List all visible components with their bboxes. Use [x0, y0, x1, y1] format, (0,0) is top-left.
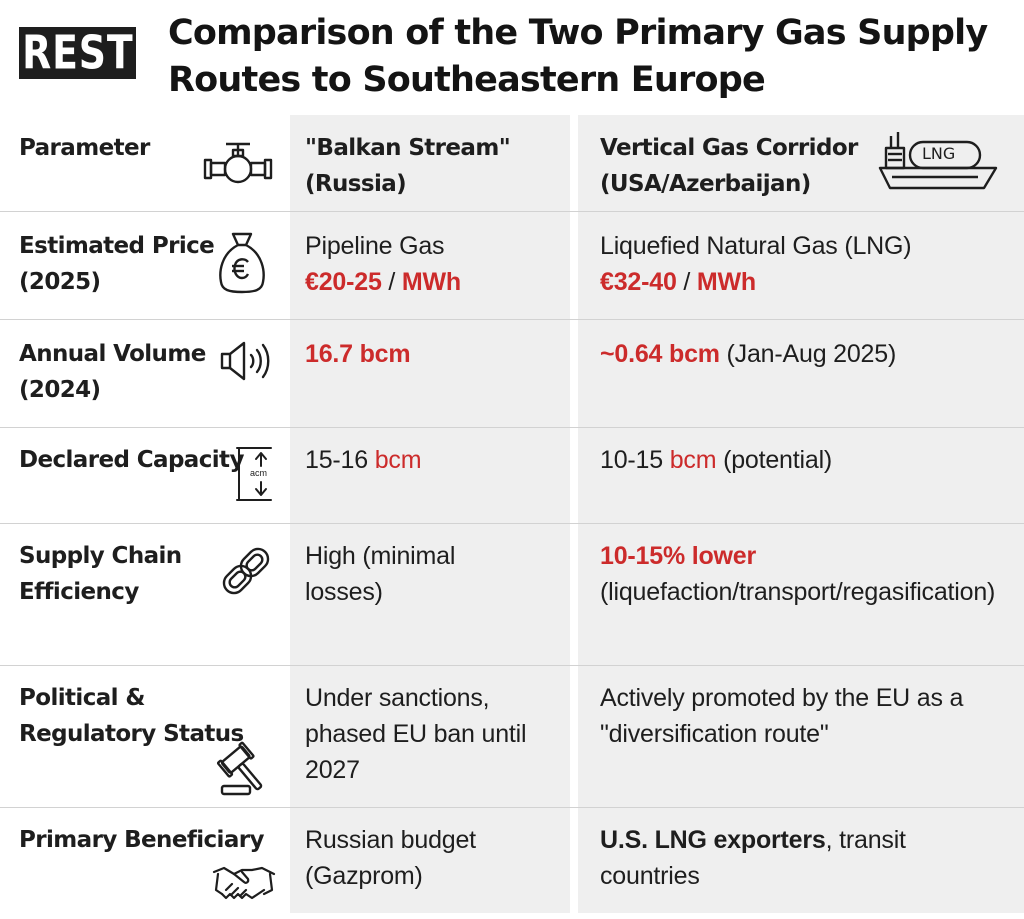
- param-declared-capacity: Declared Capacity: [19, 442, 244, 478]
- lng-tanker-label: LNG: [922, 144, 956, 163]
- vertical-corridor-political-cell: Actively promoted by the EU as a "divers…: [600, 680, 1018, 752]
- balkan-price-value: €20-25: [305, 268, 382, 296]
- corridor-political-line2: "diversification route": [600, 720, 829, 748]
- balkan-efficiency-line1: High (minimal: [305, 542, 456, 570]
- header: REST Comparison of the Two Primary Gas S…: [0, 0, 1024, 110]
- row-divider: [0, 211, 1024, 212]
- corridor-beneficiary-rest: , transit: [825, 826, 906, 854]
- param-label-line1: Estimated Price: [19, 233, 215, 259]
- lng-tanker-icon: LNG: [878, 130, 1000, 192]
- param-label-line1: Declared Capacity: [19, 447, 244, 473]
- capacity-gauge-icon: acm: [235, 446, 275, 502]
- param-label-line2: (2025): [19, 269, 101, 295]
- corridor-capacity-note: (potential): [716, 446, 833, 474]
- capacity-unit: bcm: [374, 446, 422, 474]
- corridor-volume-note: (Jan-Aug 2025): [719, 340, 897, 368]
- param-label-line2: Regulatory Status: [19, 721, 244, 747]
- vertical-corridor-column-bg: [578, 115, 1024, 913]
- corridor-beneficiary-bold: U.S. LNG exporters: [600, 826, 826, 854]
- vertical-corridor-header: Vertical Gas Corridor (USA/Azerbaijan): [600, 130, 1018, 202]
- logo-text: REST: [21, 26, 134, 80]
- rest-logo: REST: [19, 26, 136, 80]
- corridor-capacity-value: 10-15: [600, 446, 670, 474]
- table-row-annual-volume: Annual Volume (2024) 16.7 bcm ~0.64 bcm …: [0, 320, 1024, 428]
- param-header: Parameter: [19, 135, 150, 161]
- param-label-line2: Efficiency: [19, 579, 139, 605]
- balkan-stream-header: "Balkan Stream" (Russia): [305, 130, 567, 202]
- valve-pipe-icon: [202, 138, 274, 186]
- param-primary-beneficiary: Primary Beneficiary: [19, 822, 264, 858]
- balkan-volume-value: 16.7 bcm: [305, 340, 411, 368]
- chain-link-icon: [217, 542, 275, 600]
- balkan-stream-capacity-cell: 15-16 bcm: [305, 442, 567, 478]
- balkan-stream-efficiency-cell: High (minimal losses): [305, 538, 567, 610]
- balkan-political-line2: phased EU ban until: [305, 720, 527, 748]
- table-row-supply-chain-efficiency: Supply Chain Efficiency High (minimal lo…: [0, 524, 1024, 666]
- param-estimated-price: Estimated Price (2025): [19, 228, 215, 300]
- capacity-icon-label: acm: [250, 468, 268, 478]
- price-unit: MWh: [696, 268, 756, 296]
- row-divider: [0, 427, 1024, 428]
- pipeline-gas-label: Pipeline Gas: [305, 232, 445, 260]
- page-title: Comparison of the Two Primary Gas Supply…: [168, 13, 988, 100]
- gavel-icon: [216, 740, 274, 798]
- corridor-efficiency-note: (liquefaction/transport/regasification): [600, 578, 996, 606]
- corridor-political-line1: Actively promoted by the EU as a: [600, 684, 964, 712]
- vertical-corridor-capacity-cell: 10-15 bcm (potential): [600, 442, 1018, 478]
- price-separator: /: [676, 268, 697, 296]
- corridor-efficiency-value: 10-15% lower: [600, 542, 757, 570]
- balkan-stream-origin: (Russia): [305, 171, 407, 197]
- balkan-capacity-value: 15-16: [305, 446, 375, 474]
- money-bag-euro-icon: [217, 230, 267, 296]
- balkan-political-line3: 2027: [305, 756, 360, 784]
- volume-speaker-icon: [220, 340, 272, 382]
- capacity-unit: bcm: [669, 446, 717, 474]
- param-supply-chain-efficiency: Supply Chain Efficiency: [19, 538, 182, 610]
- corridor-volume-value: ~0.64 bcm: [600, 340, 720, 368]
- vertical-corridor-title: Vertical Gas Corridor: [600, 135, 858, 161]
- param-label-line1: Supply Chain: [19, 543, 182, 569]
- balkan-beneficiary-line1: Russian budget: [305, 826, 476, 854]
- corridor-beneficiary-line2: countries: [600, 862, 700, 890]
- price-separator: /: [381, 268, 402, 296]
- lng-label: Liquefied Natural Gas (LNG): [600, 232, 912, 260]
- vertical-corridor-price-cell: Liquefied Natural Gas (LNG) €32-40 / MWh: [600, 228, 1018, 300]
- balkan-efficiency-line2: losses): [305, 578, 383, 606]
- table-header-row: Parameter "Balkan Stream" (Russia) Verti…: [0, 122, 1024, 212]
- balkan-stream-price-cell: Pipeline Gas €20-25 / MWh: [305, 228, 567, 300]
- balkan-stream-beneficiary-cell: Russian budget (Gazprom): [305, 822, 567, 894]
- lng-price-value: €32-40: [600, 268, 677, 296]
- balkan-stream-volume-cell: 16.7 bcm: [305, 336, 567, 372]
- vertical-corridor-beneficiary-cell: U.S. LNG exporters, transit countries: [600, 822, 1018, 894]
- param-label-line1: Annual Volume: [19, 341, 206, 367]
- vertical-corridor-volume-cell: ~0.64 bcm (Jan-Aug 2025): [600, 336, 1018, 372]
- param-label-line1: Primary Beneficiary: [19, 827, 264, 853]
- balkan-stream-political-cell: Under sanctions, phased EU ban until 202…: [305, 680, 567, 788]
- param-political-status: Political & Regulatory Status: [19, 680, 244, 752]
- table-row-political-status: Political & Regulatory Status Under sanc…: [0, 666, 1024, 808]
- price-unit: MWh: [401, 268, 461, 296]
- balkan-stream-column-bg: [290, 115, 570, 913]
- row-divider: [0, 319, 1024, 320]
- balkan-stream-title: "Balkan Stream": [305, 135, 511, 161]
- balkan-political-line1: Under sanctions,: [305, 684, 490, 712]
- vertical-corridor-efficiency-cell: 10-15% lower (liquefaction/transport/reg…: [600, 538, 1018, 610]
- vertical-corridor-origin: (USA/Azerbaijan): [600, 171, 811, 197]
- row-divider: [0, 523, 1024, 524]
- handshake-icon: [212, 864, 276, 904]
- param-label-line2: (2024): [19, 377, 101, 403]
- balkan-beneficiary-line2: (Gazprom): [305, 862, 423, 890]
- row-divider: [0, 807, 1024, 808]
- param-label-line1: Political &: [19, 685, 145, 711]
- param-annual-volume: Annual Volume (2024): [19, 336, 206, 408]
- row-divider: [0, 665, 1024, 666]
- table-row-primary-beneficiary: Primary Beneficiary Russian budget (Gazp…: [0, 808, 1024, 914]
- table-row-estimated-price: Estimated Price (2025) Pipeline Gas €20-…: [0, 212, 1024, 320]
- table-row-declared-capacity: Declared Capacity acm 15-16 bcm 10-15 bc…: [0, 428, 1024, 524]
